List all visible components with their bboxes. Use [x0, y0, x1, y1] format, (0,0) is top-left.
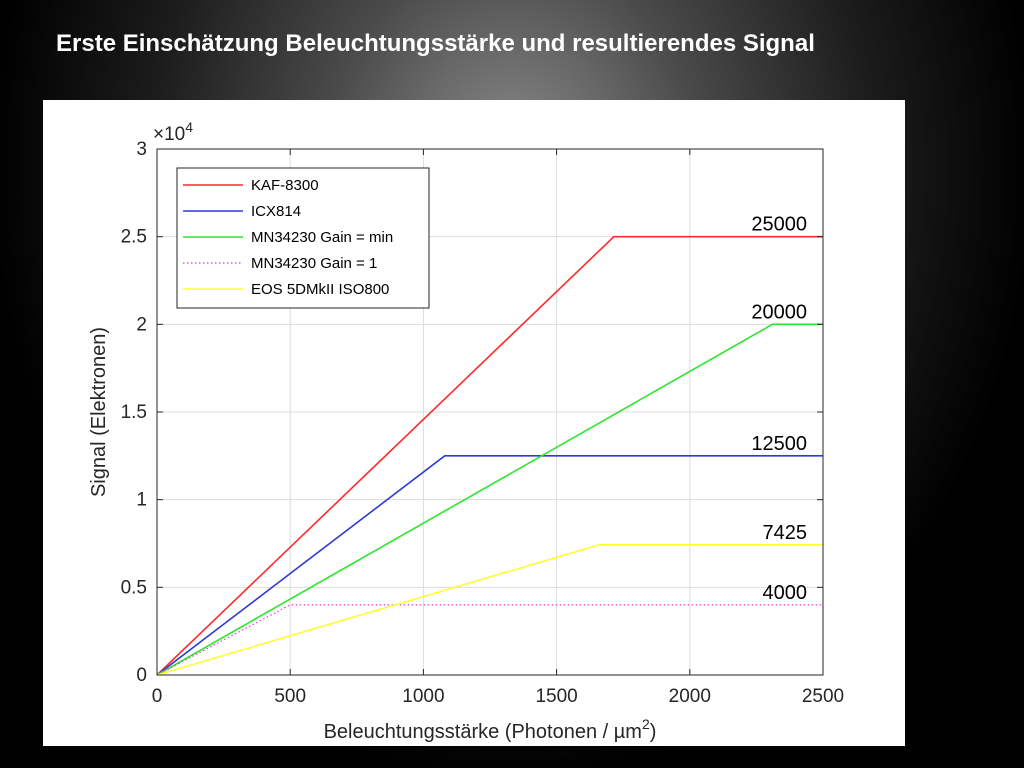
- x-axis-label-main: Beleuchtungsstärke (Photonen / µm: [324, 721, 642, 743]
- x-tick-label: 2500: [802, 686, 844, 707]
- series-line: [156, 544, 823, 676]
- series-line: [156, 604, 823, 676]
- y-axis-multiplier-exponent: 4: [185, 119, 193, 135]
- legend-label: MN34230 Gain = 1: [251, 255, 377, 272]
- y-tick-label: 1: [136, 490, 147, 511]
- legend-box: [176, 167, 430, 309]
- slide-title: Erste Einschätzung Beleuchtungsstärke un…: [56, 30, 815, 57]
- x-tick-label: 0: [152, 686, 163, 707]
- legend-label: EOS 5DMkII ISO800: [251, 281, 389, 298]
- x-tick-label: 500: [274, 686, 306, 707]
- x-tick-label: 2000: [669, 686, 711, 707]
- y-axis-multiplier-base: ×10: [153, 124, 185, 145]
- value-annotation: 20000: [751, 301, 807, 323]
- y-axis-label: Signal (Elektronen): [88, 327, 110, 497]
- y-axis-multiplier: ×104: [153, 119, 193, 145]
- x-axis-label: Beleuchtungsstärke (Photonen / µm2): [324, 716, 657, 743]
- y-tick-label: 0.5: [121, 577, 147, 598]
- x-tick-label: 1000: [402, 686, 444, 707]
- legend: KAF-8300 ICX814 MN34230 Gain = min MN34230 …: [176, 167, 430, 309]
- y-tick-label: 0: [136, 665, 147, 686]
- series-line: [156, 235, 823, 676]
- y-tick-label: 3: [136, 139, 147, 160]
- x-tick-label: 1500: [535, 686, 577, 707]
- x-axis-label-suffix: ): [650, 721, 657, 743]
- legend-label: KAF-8300: [251, 177, 319, 194]
- y-tick-label: 2.5: [121, 227, 147, 248]
- series-layer: [156, 235, 823, 676]
- y-tick-label: 1.5: [121, 402, 147, 423]
- x-axis-label-superscript: 2: [642, 716, 650, 732]
- y-tick-label: 2: [136, 314, 147, 335]
- value-annotation: 12500: [751, 433, 807, 455]
- figure-panel: 0 500 1000 1500 2000 2500 0 0.5 1 1.5 2 2.5 3 25000 2…: [43, 100, 905, 746]
- annotation-layer: 25000 20000 12500 7425 4000: [751, 214, 807, 604]
- value-annotation: 25000: [751, 214, 807, 236]
- legend-label: ICX814: [251, 203, 301, 220]
- legend-label: MN34230 Gain = min: [251, 229, 393, 246]
- series-line: [156, 323, 823, 676]
- series-line: [156, 455, 823, 676]
- value-annotation: 7425: [763, 522, 808, 544]
- value-annotation: 4000: [763, 582, 808, 604]
